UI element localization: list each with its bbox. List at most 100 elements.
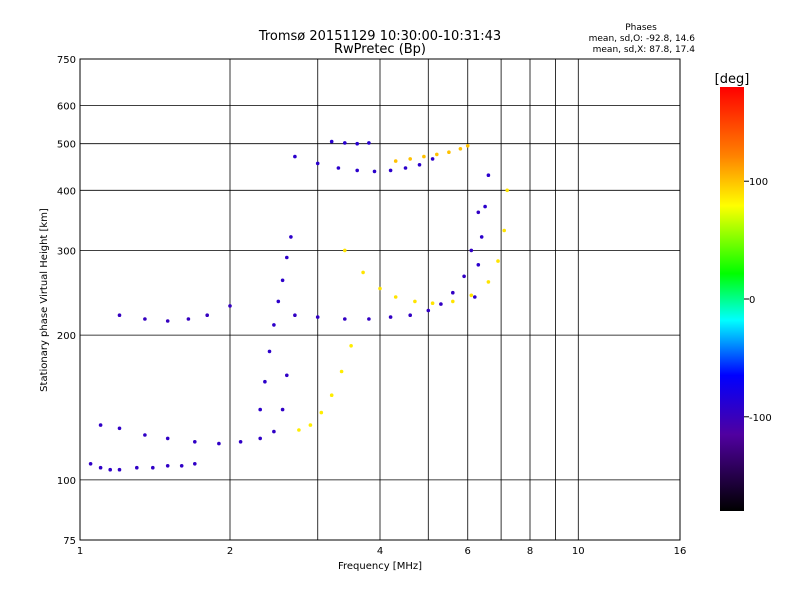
axis-ticks: 1 2 4 6 8 10 16 75 100 200 300 400 500 600 750 (57, 55, 686, 557)
echo-point (179, 464, 184, 468)
echo-point (343, 248, 347, 253)
colorbar-tick-label: -100 (749, 413, 772, 424)
y-tick-label: 100 (57, 476, 76, 487)
echo-point (98, 423, 103, 427)
echo-point (465, 144, 470, 148)
echo-point (315, 315, 320, 319)
echo-point (117, 313, 122, 318)
echo-point (289, 235, 293, 239)
echo-point (473, 295, 477, 299)
y-axis-label: Stationary phase Virtual Height [km] (39, 208, 50, 392)
echo-point (479, 235, 484, 239)
echo-point (408, 157, 413, 161)
chart-title: Tromsø 20151129 10:30:00-10:31:43 (258, 29, 501, 44)
x-axis-label: Frequency [MHz] (338, 561, 422, 572)
echo-point (272, 429, 276, 434)
echo-point (117, 426, 122, 431)
echo-point (355, 141, 360, 146)
echo-point (462, 274, 466, 279)
grid-lines (79, 58, 681, 541)
echo-point (422, 154, 426, 159)
echo-point (496, 259, 500, 263)
echo-point (186, 317, 191, 321)
echo-point (430, 157, 435, 161)
colorbar-label: [deg] (715, 72, 750, 87)
x-tick-label: 1 (77, 546, 83, 557)
echo-point (469, 248, 474, 253)
echo-point (486, 173, 491, 177)
y-tick-label: 500 (57, 140, 76, 151)
echo-point (426, 308, 431, 313)
echo-point (193, 462, 197, 466)
echo-point (143, 317, 147, 321)
echo-point (349, 344, 353, 348)
echo-point (372, 169, 377, 174)
x-tick-label: 2 (227, 546, 233, 557)
echo-point (361, 270, 365, 275)
echo-point (165, 319, 170, 323)
echo-point (258, 407, 263, 412)
x-tick-label: 8 (527, 546, 533, 557)
chart-subtitle: RwPretec (Bp) (334, 42, 426, 57)
echo-point (88, 462, 93, 466)
y-tick-label: 600 (57, 102, 76, 113)
echo-point (308, 423, 313, 427)
x-tick-label: 10 (572, 546, 585, 557)
echo-point (293, 154, 297, 159)
echo-point (217, 441, 221, 446)
colorbar-ticks: 100 0 -100 (744, 177, 772, 424)
echo-point (417, 163, 422, 167)
echo-point (393, 159, 398, 163)
echo-point (343, 317, 347, 321)
y-tick-label: 300 (57, 246, 76, 257)
echo-point (258, 436, 263, 441)
y-tick-label: 75 (63, 536, 76, 547)
colorbar-tick-label: 0 (749, 295, 755, 306)
echo-point (205, 313, 209, 318)
stats-heading: Phases (625, 23, 657, 33)
echo-point (451, 290, 455, 295)
stats-o-mode: mean, sd,O: -92.8, 14.6 (589, 34, 696, 44)
stats-x-mode: mean, sd,X: 87.8, 17.4 (593, 45, 696, 55)
echo-point (228, 304, 232, 308)
echo-point (339, 369, 344, 374)
echo-point (458, 147, 463, 151)
echo-point (439, 302, 443, 306)
y-tick-label: 400 (57, 186, 76, 197)
echo-point (135, 465, 139, 470)
echo-point (388, 168, 393, 173)
echo-point (388, 315, 393, 319)
echo-point (143, 433, 147, 437)
y-tick-label: 200 (57, 331, 76, 342)
echo-point (98, 465, 103, 470)
echo-point (117, 467, 122, 472)
echo-point (430, 301, 435, 306)
echo-point (486, 280, 491, 284)
echo-point (505, 188, 510, 193)
echo-point (329, 139, 334, 144)
echo-point (367, 317, 371, 321)
colorbar-tick-label: 100 (749, 177, 768, 188)
colorbar (720, 87, 744, 511)
echo-point (315, 161, 320, 166)
echo-point (319, 410, 324, 415)
echo-point (483, 204, 487, 209)
echo-point (193, 440, 197, 444)
echo-point (502, 228, 507, 233)
echo-point (408, 313, 413, 318)
echo-point (355, 168, 360, 173)
echo-point (297, 428, 301, 432)
echo-point (293, 313, 297, 318)
echo-point (151, 465, 155, 470)
y-tick-label: 750 (57, 55, 76, 66)
echo-point (378, 286, 382, 291)
echo-point (285, 255, 289, 260)
x-tick-label: 6 (465, 546, 471, 557)
echo-point (476, 263, 481, 267)
echo-point (267, 349, 272, 354)
echo-point (165, 436, 170, 441)
echo-point (451, 299, 455, 304)
echo-point (476, 210, 481, 215)
echo-point (165, 464, 170, 468)
echo-point (336, 166, 341, 170)
